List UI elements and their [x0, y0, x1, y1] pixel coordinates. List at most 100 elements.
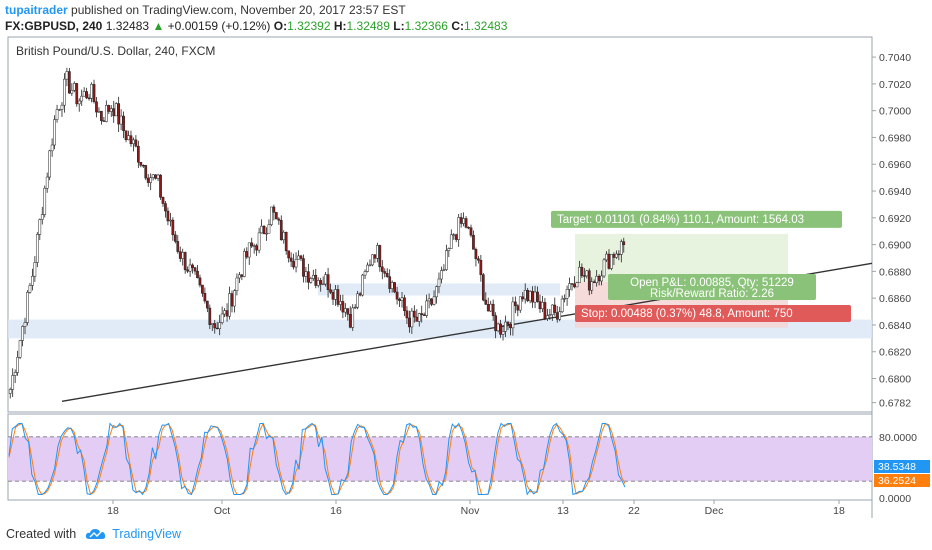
- candle-body: [206, 300, 209, 309]
- candle-body: [13, 372, 17, 376]
- candle-body: [149, 177, 153, 183]
- time-tick-label: Nov: [461, 505, 480, 517]
- candle-body: [294, 259, 298, 268]
- oscillator-tick-label: 0.0000: [879, 493, 911, 505]
- low-value: 1.32366: [404, 19, 448, 33]
- candle-body: [151, 174, 155, 178]
- candle-body: [146, 177, 150, 183]
- symbol-label: FX:GBPUSD, 240: [5, 19, 103, 33]
- candle-body: [486, 304, 490, 312]
- candle-body: [210, 323, 214, 325]
- candle-body: [619, 241, 623, 255]
- candle-body: [297, 255, 300, 260]
- candle-body: [499, 323, 502, 335]
- candle-body: [464, 218, 468, 228]
- candle-body: [156, 174, 160, 179]
- up-arrow-icon: ▲: [152, 19, 165, 33]
- candle-body: [518, 296, 522, 311]
- candle-body: [307, 271, 310, 283]
- candle-body: [68, 71, 71, 94]
- candle-body: [40, 214, 44, 220]
- candle-body: [31, 275, 34, 286]
- candle-body: [523, 290, 527, 300]
- candle-body: [191, 264, 194, 268]
- candle-body: [178, 251, 182, 259]
- candle-body: [38, 219, 42, 235]
- candle-body: [403, 297, 406, 312]
- candle-body: [555, 312, 559, 320]
- time-tick-label: 13: [557, 505, 569, 517]
- candle-body: [558, 311, 562, 320]
- candle-body: [380, 266, 384, 272]
- candle-body: [361, 274, 364, 296]
- target-label-text: Target: 0.01101 (0.84%) 110.1, Amount: 1…: [557, 214, 804, 226]
- open-value: 1.32392: [287, 19, 331, 33]
- candle-body: [218, 322, 222, 329]
- candle-body: [100, 110, 103, 121]
- tradingview-brand-link[interactable]: TradingView: [112, 527, 181, 541]
- candle-body: [516, 305, 520, 311]
- candle-body: [193, 267, 197, 272]
- candle-body: [220, 313, 224, 323]
- candle-body: [223, 310, 226, 315]
- candlestick-series: [8, 67, 626, 399]
- candle-body: [356, 293, 360, 308]
- candle-body: [127, 135, 130, 141]
- candle-body: [58, 109, 61, 111]
- candle-body: [432, 296, 436, 305]
- candle-body: [48, 150, 52, 178]
- candle-body: [114, 103, 118, 117]
- candle-body: [622, 241, 626, 246]
- candle-body: [600, 275, 603, 282]
- candle-body: [474, 249, 478, 259]
- candle-body: [230, 293, 234, 307]
- candle-body: [154, 174, 157, 179]
- candle-body: [543, 302, 547, 319]
- oscillator-tick-label: 80.0000: [879, 432, 917, 444]
- high-value: 1.32489: [346, 19, 390, 33]
- candle-body: [161, 197, 165, 204]
- open-label: O:: [273, 19, 288, 33]
- time-tick-label: Oct: [214, 505, 230, 517]
- candle-body: [553, 304, 557, 313]
- close-value: 1.32483: [463, 19, 508, 33]
- candle-body: [201, 284, 204, 294]
- candle-body: [144, 165, 148, 179]
- candle-body: [11, 375, 15, 390]
- candle-body: [563, 298, 566, 300]
- candle-body: [188, 264, 192, 272]
- candle-body: [408, 317, 411, 328]
- candle-body: [92, 84, 96, 102]
- candle-body: [353, 306, 357, 309]
- candle-body: [504, 321, 507, 332]
- author-link[interactable]: tupaitrader: [5, 3, 68, 17]
- candle-body: [242, 251, 246, 277]
- candle-body: [326, 274, 330, 290]
- candle-body: [97, 110, 101, 113]
- price-tick-label: 0.6920: [879, 213, 911, 225]
- candle-body: [124, 130, 128, 141]
- candle-body: [528, 291, 532, 302]
- candle-body: [462, 218, 465, 224]
- candle-body: [171, 219, 175, 236]
- candle-body: [607, 253, 611, 269]
- candle-body: [18, 340, 22, 358]
- candle-body: [459, 217, 463, 224]
- tradingview-cloud-icon: [86, 529, 106, 539]
- candle-body: [287, 250, 291, 259]
- candle-body: [514, 301, 517, 306]
- candle-body: [585, 270, 589, 277]
- price-tick-label: 0.6880: [879, 266, 911, 278]
- candle-body: [550, 304, 554, 315]
- candle-body: [213, 323, 217, 329]
- candle-body: [580, 266, 584, 276]
- candle-body: [119, 115, 123, 125]
- candle-body: [442, 269, 446, 271]
- candle-body: [378, 245, 382, 268]
- candle-body: [435, 286, 438, 298]
- candle-body: [26, 292, 29, 323]
- candle-body: [235, 277, 239, 291]
- candle-body: [55, 109, 59, 120]
- candle-body: [546, 315, 549, 319]
